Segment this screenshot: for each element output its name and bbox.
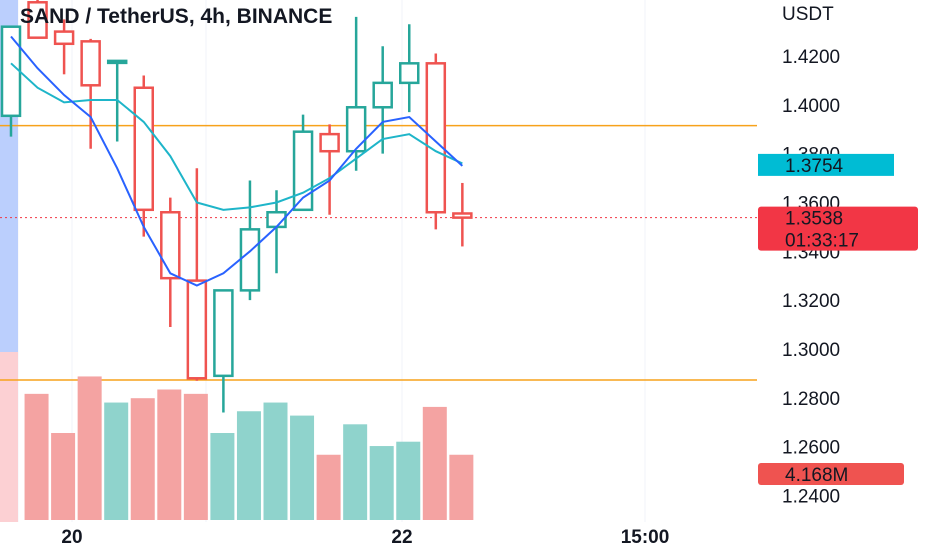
candle-body: [452, 212, 473, 219]
moving-averages: [10, 35, 464, 287]
volume-bar: [343, 424, 368, 520]
volume-bar: [396, 441, 421, 520]
volume-bar: [263, 402, 288, 520]
candle-body: [0, 25, 22, 118]
volume-bar: [130, 398, 155, 520]
candle-body: [345, 106, 367, 153]
volume-bar: [104, 402, 129, 520]
symbol-label: SAND / TetherUS: [20, 5, 189, 28]
chart-title[interactable]: SAND / TetherUS, 4h, BINANCE: [20, 5, 332, 29]
price-tick-label: 1.3000: [782, 340, 840, 361]
countdown-label: 01:33:17: [785, 231, 859, 252]
price-tick-label: 1.2600: [782, 438, 840, 459]
candle-body: [27, 1, 48, 39]
volume-bar: [449, 454, 474, 520]
quote-currency-label: USDT: [782, 4, 834, 25]
current-price-label-bg: [758, 206, 918, 251]
volume-bar: [236, 411, 261, 520]
candle-body: [239, 228, 261, 292]
volume-bar: [369, 446, 394, 520]
exchange-label: BINANCE: [236, 5, 333, 28]
volume-value-label-bg: [758, 463, 904, 485]
price-tick-label: 1.4200: [782, 47, 840, 68]
title-separator: ,: [225, 5, 237, 28]
candle-body: [53, 30, 75, 46]
current-price-label: 1.3538: [785, 209, 843, 230]
candle-body: [372, 81, 393, 109]
volume-bar: [210, 433, 235, 520]
ma-value-label-bg: [758, 153, 894, 176]
moving-average-fast: [10, 35, 464, 287]
candle-body: [80, 40, 101, 87]
title-separator: ,: [188, 5, 201, 28]
price-tick-label: 1.3200: [782, 291, 840, 312]
time-tick-label: 15:00: [621, 527, 670, 548]
price-tick-label: 1.2400: [782, 486, 840, 507]
volume-value-label: 4.168M: [785, 465, 848, 486]
volume-bar: [422, 406, 447, 520]
price-tick-label: 1.4000: [782, 96, 840, 117]
moving-average-slow: [10, 62, 463, 211]
volume-bar: [157, 389, 182, 520]
candle-body: [160, 211, 181, 280]
volume-bar: [183, 393, 208, 520]
candle-body: [133, 86, 154, 212]
horizontal-lines: [0, 124, 757, 381]
time-tick-label: 20: [61, 527, 82, 548]
candlesticks: [0, 0, 473, 413]
time-tick-label: 22: [391, 527, 412, 548]
candle-body: [213, 289, 234, 378]
candle-body: [399, 62, 420, 85]
left-edge-highlight: [0, 352, 18, 522]
price-tick-label: 1.2800: [782, 389, 840, 410]
volume-bar: [316, 454, 341, 520]
volume-bar: [77, 376, 102, 520]
candle-body: [106, 59, 128, 65]
time-axis[interactable]: 20 22 15:00: [61, 527, 669, 548]
price-axis[interactable]: USDT 1.42001.40001.38001.36001.34001.320…: [782, 4, 840, 507]
volume-bar: [290, 415, 315, 520]
interval-label: 4h: [200, 5, 225, 28]
volume-bar: [24, 393, 49, 520]
candle-body: [425, 62, 447, 214]
candle-body: [186, 279, 208, 380]
ma-value-label: 1.3754: [785, 156, 844, 177]
volume-bars: [24, 376, 474, 520]
candle-body: [319, 132, 340, 153]
volume-bar: [51, 433, 76, 520]
